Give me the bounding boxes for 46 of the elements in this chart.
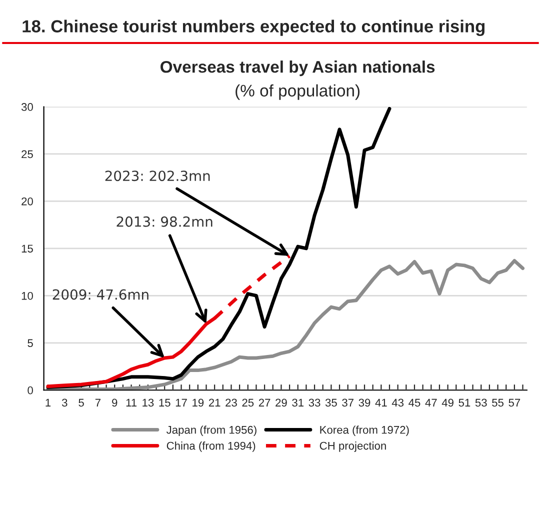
x-tick-label: 5: [78, 398, 84, 407]
x-tick-label: 47: [425, 398, 437, 407]
annotation: 2023: 202.3mn: [105, 170, 210, 182]
x-tick-label: 51: [458, 398, 470, 407]
y-tick-label: 5: [28, 339, 33, 348]
x-tick-label: 23: [226, 398, 237, 407]
chart-title: 18. Chinese tourist numbers expected to continue rising: [22, 20, 484, 36]
x-tick-label: 55: [492, 398, 504, 407]
y-tick-label: 30: [21, 103, 33, 111]
x-tick-label: 43: [392, 398, 404, 407]
x-tick-label: 7: [95, 398, 100, 407]
x-tick-label: 11: [126, 398, 137, 407]
x-tick-label: 29: [276, 398, 287, 407]
y-tick-label: 0: [28, 386, 33, 394]
x-tick-label: 25: [242, 398, 254, 407]
x-tick-label: 15: [159, 398, 170, 407]
annotation: 2013: 98.2mn: [116, 216, 212, 227]
x-tick-label: 1: [46, 398, 51, 407]
y-tick-label: 25: [22, 150, 33, 158]
annotation: 2009: 47.6mn: [52, 289, 148, 300]
x-tick-label: 19: [192, 398, 204, 407]
y-tick-label: 15: [22, 244, 33, 253]
x-tick-label: 49: [442, 398, 454, 407]
line-series: [46, 258, 525, 390]
x-tick-label: 3: [62, 398, 68, 407]
x-tick-label: 9: [112, 398, 118, 407]
legend-label: Korea (from 1972): [320, 426, 409, 436]
y-tick-label: 10: [22, 292, 33, 300]
x-tick-label: 31: [292, 398, 304, 407]
x-tick-label: 27: [258, 398, 270, 407]
x-tick-label: 41: [375, 398, 387, 407]
x-tick-label: 21: [208, 398, 220, 407]
x-tick-label: 13: [142, 398, 154, 407]
x-tick-label: 33: [308, 398, 320, 407]
x-tick-label: 37: [342, 398, 354, 407]
legend-label: Japan (from 1956): [166, 426, 256, 436]
y-tick-label: 20: [22, 197, 33, 206]
x-tick-label: 57: [508, 398, 520, 407]
x-tick-label: 45: [408, 398, 420, 407]
x-tick-label: 17: [176, 398, 187, 407]
x-tick-label: 35: [325, 398, 337, 407]
legend-label: China (from 1994): [166, 442, 256, 452]
chart-subtitle: Overseas travel by Asian nationals (% of population): [160, 60, 435, 100]
legend-label: CH projection: [320, 442, 386, 452]
x-tick-label: 39: [358, 398, 370, 407]
x-tick-label: 53: [475, 398, 487, 407]
